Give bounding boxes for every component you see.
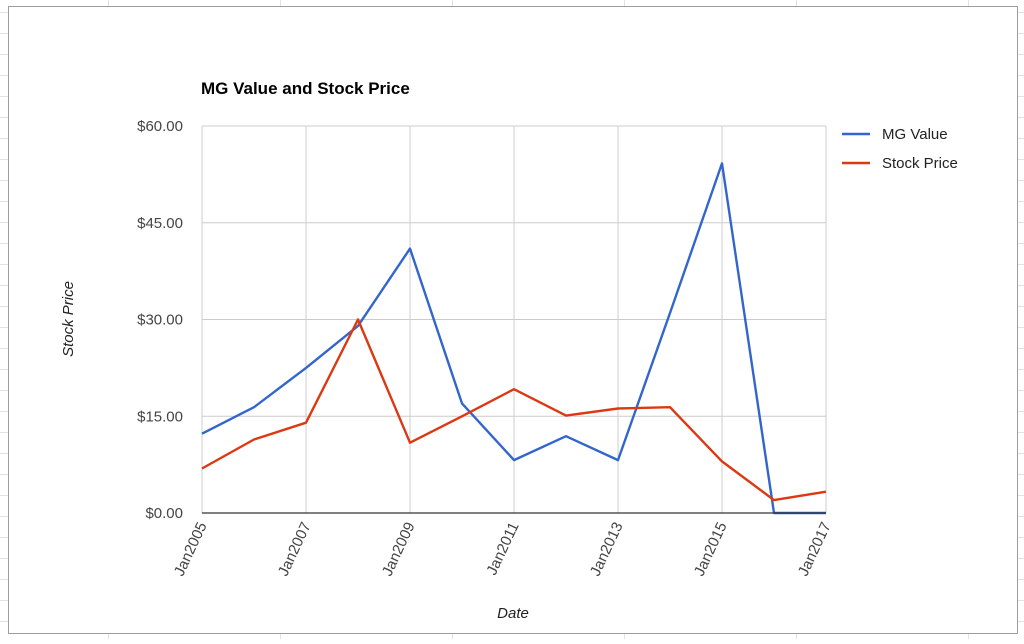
x-tick-label: Jan2007 <box>275 520 315 579</box>
x-axis-ticks: Jan2005 Jan2007 Jan2009 Jan2011 Jan2013 Jan20… <box>171 520 835 579</box>
legend-item[interactable]: MG Value <box>842 126 948 143</box>
chart-gridlines <box>201 125 827 513</box>
y-tick-label: $45.00 <box>137 215 183 232</box>
x-tick-label: Jan2011 <box>483 520 522 578</box>
chart-legend[interactable]: MG Value Stock Price <box>842 126 958 172</box>
series-line[interactable] <box>201 318 827 502</box>
y-tick-label: $30.00 <box>137 312 183 329</box>
y-tick-label: $15.00 <box>137 408 183 425</box>
series-line[interactable] <box>201 162 826 515</box>
x-tick-label: Jan2017 <box>795 520 835 579</box>
x-tick-label: Jan2015 <box>691 520 731 579</box>
legend-label: MG Value <box>882 126 948 143</box>
legend-label: Stock Price <box>882 155 958 172</box>
x-tick-label: Jan2009 <box>379 520 419 579</box>
y-axis-label: Stock Price <box>60 281 77 357</box>
chart-title: MG Value and Stock Price <box>201 79 410 98</box>
y-axis-ticks: $0.00 $15.00 $30.00 $45.00 $60.00 <box>137 118 183 522</box>
y-tick-label: $0.00 <box>145 505 183 522</box>
chart-series <box>201 162 827 515</box>
y-tick-label: $60.00 <box>137 118 183 135</box>
x-tick-label: Jan2013 <box>587 520 627 579</box>
x-axis-label: Date <box>497 605 529 622</box>
legend-item[interactable]: Stock Price <box>842 155 958 172</box>
x-tick-label: Jan2005 <box>171 520 211 579</box>
